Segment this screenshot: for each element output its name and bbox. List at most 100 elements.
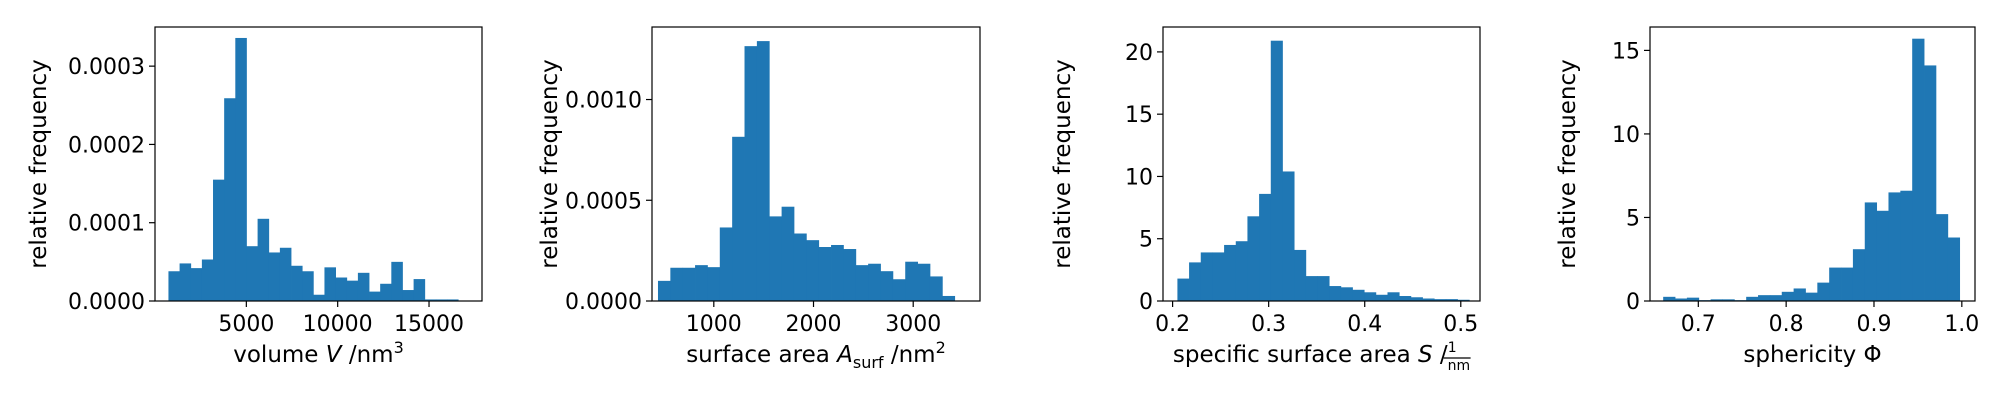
histogram-bar [1746, 296, 1759, 301]
histogram-bar [1189, 262, 1202, 301]
x-tick-label: 2000 [786, 312, 842, 337]
x-tick-label: 5000 [218, 312, 274, 337]
histogram-bar [391, 261, 403, 301]
histogram-bar [670, 267, 684, 301]
histogram-bar [1294, 249, 1307, 301]
histogram-bar [246, 246, 258, 301]
y-tick-label: 0.0005 [565, 189, 642, 214]
x-tick-label: 0.8 [1769, 312, 1804, 337]
x-tick-label: 0.4 [1347, 312, 1382, 337]
histogram-bar [413, 279, 426, 301]
histogram-bar [1710, 299, 1723, 301]
histogram-bar [369, 291, 381, 301]
histogram-bar [1769, 295, 1783, 301]
histogram-panel-4: 0.7 0.8 0.9 1.0 0 5 10 15 relative frequency sphe… [1555, 26, 1979, 368]
histogram-bar [380, 283, 392, 301]
histogram-bar [291, 265, 303, 301]
histogram-bar [719, 227, 733, 301]
histogram-bar [818, 247, 832, 301]
y-axis-label: relative frequency [537, 59, 563, 268]
histogram-bar [1758, 295, 1771, 301]
histogram-bar [179, 263, 192, 301]
histogram-bar [1212, 252, 1225, 301]
x-axis-label: volume V /nm3 [233, 338, 404, 368]
histogram-bar [929, 276, 943, 301]
histogram-bar [235, 37, 247, 302]
histogram-bar [1410, 297, 1423, 301]
histogram-bar [201, 259, 214, 301]
histogram-bar [732, 136, 745, 301]
histogram-bar [224, 98, 236, 302]
y-tick-label: 15 [1612, 39, 1640, 64]
histogram-bar [657, 280, 671, 301]
y-tick-label: 0 [1626, 290, 1640, 315]
histogram-bar [1375, 294, 1388, 301]
y-tick-label: 15 [1125, 103, 1153, 128]
histogram-bar [1317, 276, 1330, 301]
histogram-bar [1805, 292, 1818, 301]
histogram-bar [1224, 244, 1237, 301]
histogram-bar [1663, 296, 1676, 301]
x-tick-label: 0.3 [1251, 312, 1286, 337]
x-axis-label: sphericity Φ [1743, 342, 1881, 368]
histogram-bar [880, 271, 894, 301]
y-tick-label: 0 [1139, 290, 1153, 315]
histogram-bar [1235, 241, 1248, 301]
histogram-bar [1445, 299, 1458, 301]
histogram-bar [1793, 288, 1806, 301]
histogram-bar [1200, 252, 1213, 301]
histogram-bar [1924, 65, 1937, 302]
y-tick-label: 0.0010 [565, 89, 642, 114]
histogram-panel-3: 0.2 0.3 0.4 0.5 0 5 10 15 20 relative frequency sp… [1050, 26, 1481, 374]
histogram-panel-1: 5000 10000 15000 0.0000 0.0001 0.0002 0.0003 re… [26, 26, 483, 368]
histogram-bar [346, 280, 359, 301]
y-axis-label: relative frequency [26, 59, 52, 268]
histogram-bar [1817, 282, 1830, 301]
histogram-bar [917, 263, 931, 301]
x-tick-label: 3000 [885, 312, 941, 337]
histogram-bar [781, 206, 795, 301]
histogram-bar [1876, 210, 1889, 301]
histogram-bar [1686, 297, 1700, 301]
histogram-bar [435, 299, 448, 301]
histogram-bar [769, 216, 783, 301]
histogram-bar [756, 41, 770, 302]
y-tick-label: 0.0003 [68, 55, 145, 80]
histogram-bar [695, 265, 708, 301]
histogram-bar [1177, 278, 1190, 301]
histogram-bar [190, 268, 203, 301]
histogram-bar [1399, 296, 1412, 301]
histogram-bar [1912, 38, 1925, 301]
histogram-bar [1829, 267, 1842, 301]
y-tick-label: 0.0002 [68, 133, 145, 158]
x-tick-label: 0.9 [1856, 312, 1891, 337]
histogram-bar [1282, 171, 1295, 301]
plot-frame [651, 26, 981, 302]
histogram-bar [806, 240, 820, 301]
x-tick-label: 1000 [686, 312, 742, 337]
y-tick-label: 10 [1612, 123, 1640, 148]
histogram-bar [1947, 237, 1961, 301]
y-tick-label: 0.0000 [68, 290, 145, 315]
histogram-bar [424, 299, 437, 301]
histogram-bar [1364, 292, 1377, 301]
histogram-bar [168, 271, 180, 301]
histogram-bar [1422, 298, 1435, 301]
histogram-bar [855, 265, 869, 301]
plot-frame [1162, 26, 1481, 302]
histogram-bar [1434, 299, 1447, 301]
histogram-bar [324, 267, 336, 301]
histogram-bar [682, 267, 696, 301]
y-tick-label: 5 [1139, 228, 1153, 253]
histogram-bar [744, 46, 758, 301]
histogram-bar [302, 271, 314, 301]
histogram-bar [257, 218, 270, 301]
x-tick-label: 0.5 [1443, 312, 1478, 337]
histogram-bar [402, 290, 415, 301]
y-tick-label: 10 [1125, 165, 1153, 190]
histogram-bar [942, 295, 956, 301]
histogram-bar [843, 249, 857, 301]
histogram-bar [1259, 193, 1272, 301]
histogram-bar [868, 263, 881, 301]
